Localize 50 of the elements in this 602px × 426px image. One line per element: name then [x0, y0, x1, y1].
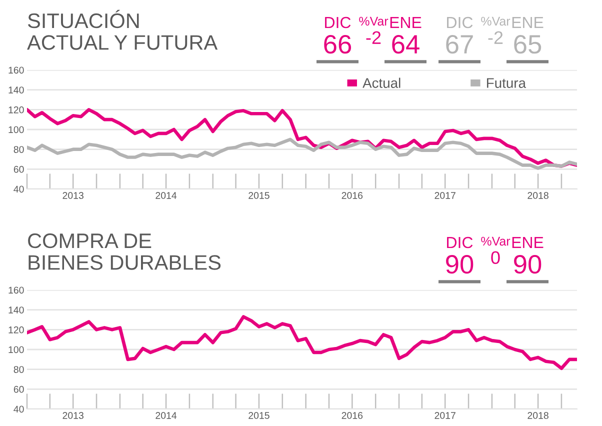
text: 64 — [392, 34, 420, 54]
x-tick-label: 2016 — [342, 412, 363, 419]
chart-title: COMPRA DE BIENES DURABLES — [28, 233, 221, 270]
y-tick-label: 80 — [14, 366, 24, 373]
text: ENE — [512, 17, 544, 28]
x-tick-label: 2013 — [62, 412, 84, 419]
text: 0 — [491, 251, 500, 264]
text: 67 — [446, 34, 473, 54]
text: -2 — [488, 31, 503, 44]
x-tick-label: 2013 — [62, 192, 84, 199]
x-tick-label: 2018 — [528, 412, 548, 419]
text: %Var — [481, 236, 510, 246]
x-tick-label: 2015 — [248, 192, 270, 199]
y-tick-label: 160 — [8, 286, 24, 294]
text: ENE — [512, 237, 544, 248]
y-tick-label: 100 — [8, 346, 24, 354]
y-tick-label: 60 — [14, 166, 24, 173]
y-tick-label: 40 — [14, 186, 24, 193]
x-tick-label: 2017 — [434, 412, 456, 419]
y-tick-label: 140 — [8, 86, 24, 94]
text: 90 — [514, 254, 542, 274]
chart-title: SITUACIÓN ACTUAL Y FUTURA — [27, 10, 218, 50]
x-tick-label: 2014 — [156, 192, 177, 199]
legend-label: Futura — [487, 78, 526, 88]
text: %Var — [359, 16, 388, 26]
line-series — [27, 315, 577, 370]
text: 65 — [514, 34, 542, 54]
text: 66 — [324, 34, 352, 54]
legend-label: Actual — [362, 78, 400, 88]
text: 90 — [446, 254, 474, 274]
y-tick-label: 120 — [8, 326, 24, 334]
x-tick-label: 2014 — [156, 412, 177, 419]
y-tick-label: 60 — [14, 386, 24, 393]
line-series — [27, 138, 577, 170]
y-tick-label: 100 — [8, 126, 24, 134]
text: DIC — [325, 16, 351, 28]
text: %Var — [481, 16, 510, 26]
text: DIC — [447, 236, 473, 248]
x-tick-label: 2017 — [434, 192, 456, 199]
x-tick-label: 2016 — [342, 192, 363, 199]
x-tick-label: 2015 — [248, 412, 270, 419]
x-tick-label: 2018 — [528, 192, 548, 199]
y-tick-label: 120 — [8, 106, 24, 114]
y-tick-label: 140 — [8, 306, 24, 314]
y-tick-label: 160 — [8, 66, 24, 74]
text: DIC — [447, 16, 473, 28]
text: ENE — [390, 17, 422, 28]
y-tick-label: 40 — [14, 406, 24, 413]
y-tick-label: 80 — [14, 146, 24, 153]
text: -2 — [366, 31, 381, 44]
